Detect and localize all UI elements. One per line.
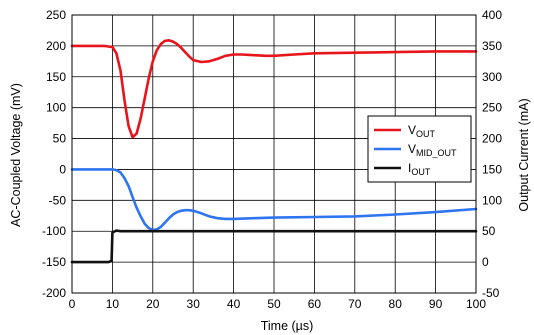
x-tick-label: 10 bbox=[106, 297, 120, 311]
legend-entry: VOUT bbox=[408, 123, 436, 139]
series-group bbox=[70, 39, 478, 264]
x-tick-label: 50 bbox=[267, 297, 281, 311]
y-left-tick-label: 250 bbox=[46, 8, 66, 22]
y-right-tick-label: 50 bbox=[482, 224, 496, 238]
legend-entry-main: I bbox=[408, 161, 411, 175]
series-line-vmid-out bbox=[70, 168, 478, 232]
x-tick-label: 100 bbox=[466, 297, 486, 311]
series-line-iout bbox=[70, 229, 478, 264]
x-axis-label: Time (µs) bbox=[261, 319, 314, 333]
right-axis-label: Output Current (mA) bbox=[517, 98, 531, 211]
legend-entry: IOUT bbox=[408, 161, 431, 177]
y-right-tick-label: 400 bbox=[482, 8, 502, 22]
y-left-tick-label: 50 bbox=[53, 132, 67, 146]
y-left-tick-label: -100 bbox=[42, 224, 66, 238]
left-axis-label: AC-Coupled Voltage (mV) bbox=[9, 83, 23, 227]
y-left-tick-label: 100 bbox=[46, 101, 66, 115]
y-left-tick-label: 0 bbox=[59, 162, 66, 176]
legend-entry-main: V bbox=[408, 123, 416, 137]
y-right-tick-label: -50 bbox=[482, 286, 500, 300]
y-right-tick-label: 250 bbox=[482, 101, 502, 115]
y-left-tick-label: -150 bbox=[42, 255, 66, 269]
x-tick-label: 30 bbox=[187, 297, 201, 311]
plot-frame bbox=[71, 14, 477, 294]
x-tick-label: 40 bbox=[227, 297, 241, 311]
y-right-tick-label: 350 bbox=[482, 39, 502, 53]
x-tick-label: 80 bbox=[389, 297, 403, 311]
x-tick-label: 0 bbox=[69, 297, 76, 311]
y-right-tick-label: 300 bbox=[482, 70, 502, 84]
y-right-tick-label: 100 bbox=[482, 193, 502, 207]
x-tick-label: 70 bbox=[348, 297, 362, 311]
y-right-tick-label: 0 bbox=[482, 255, 489, 269]
x-tick-label: 20 bbox=[146, 297, 160, 311]
legend-entry-subscript: OUT bbox=[411, 167, 431, 177]
legend-entry: VMID_OUT bbox=[408, 142, 457, 158]
x-tick-label: 60 bbox=[308, 297, 322, 311]
tick-labels: 0 10 20 30 40 50 60 70 80 90 100 -200 -150 -100 -50 0 50… bbox=[42, 8, 502, 311]
y-left-tick-label: -200 bbox=[42, 286, 66, 300]
series-line-vout bbox=[70, 39, 478, 139]
legend-entry-subscript: MID_OUT bbox=[416, 148, 457, 158]
legend-entry-subscript: OUT bbox=[416, 129, 436, 139]
y-left-tick-label: 200 bbox=[46, 39, 66, 53]
legend-entry-main: V bbox=[408, 142, 416, 156]
y-right-tick-label: 150 bbox=[482, 162, 502, 176]
x-tick-label: 90 bbox=[429, 297, 443, 311]
y-right-tick-label: 200 bbox=[482, 132, 502, 146]
y-left-tick-label: 150 bbox=[46, 70, 66, 84]
y-left-tick-label: -50 bbox=[49, 193, 67, 207]
